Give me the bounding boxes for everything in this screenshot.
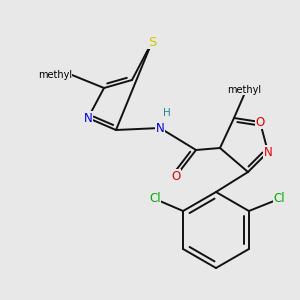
Text: Cl: Cl [273,193,285,206]
Text: H: H [163,108,171,118]
Text: methyl: methyl [227,85,261,95]
Text: N: N [84,112,92,124]
Text: N: N [156,122,164,134]
Text: O: O [171,169,181,182]
Text: Cl: Cl [149,193,161,206]
Text: methyl: methyl [38,70,72,80]
Text: O: O [255,116,265,128]
Text: N: N [264,146,272,158]
Text: S: S [148,35,156,49]
